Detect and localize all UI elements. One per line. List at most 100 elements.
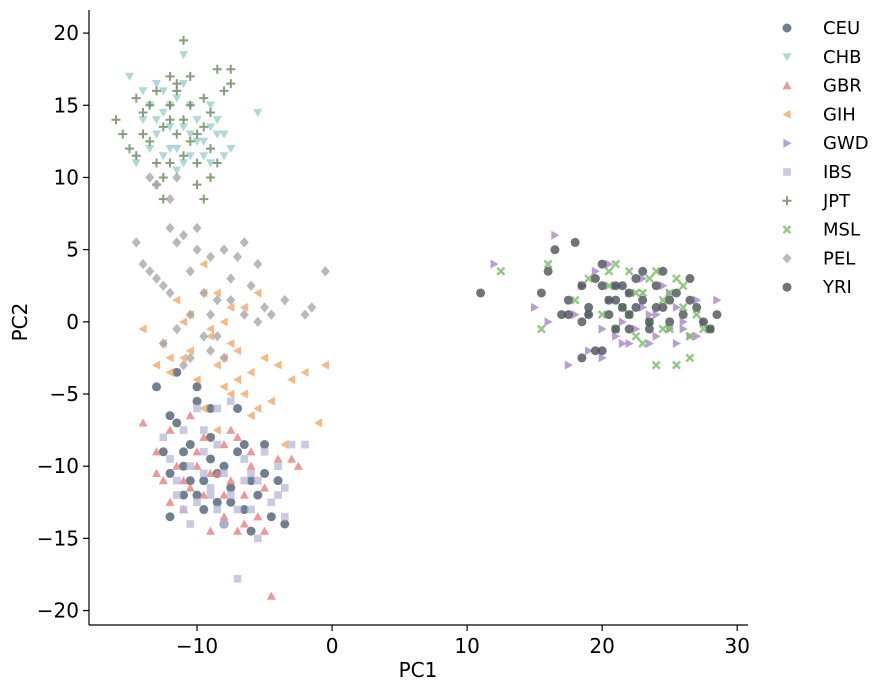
data-point	[226, 273, 236, 284]
data-point	[185, 309, 195, 320]
data-point	[273, 476, 283, 486]
data-point	[226, 302, 235, 312]
data-point	[240, 455, 249, 463]
data-point	[672, 338, 681, 348]
data-point	[179, 476, 189, 485]
data-point	[273, 454, 283, 463]
data-point	[476, 288, 486, 298]
data-point	[145, 100, 155, 110]
series-gih	[138, 259, 329, 450]
data-point	[199, 287, 209, 299]
data-point	[172, 94, 182, 103]
data-point	[246, 526, 256, 536]
data-point	[226, 295, 236, 306]
data-point	[658, 302, 668, 312]
data-point	[185, 71, 195, 81]
data-point	[199, 432, 209, 441]
data-point	[671, 274, 681, 283]
data-point	[206, 324, 215, 334]
data-point	[145, 144, 155, 154]
data-point	[266, 309, 276, 320]
data-point	[219, 352, 229, 364]
series-gbr	[138, 411, 303, 600]
data-point	[658, 324, 668, 334]
data-point	[172, 323, 182, 335]
data-point	[166, 455, 174, 463]
x-tick-label: 20	[589, 634, 614, 658]
data-point	[260, 468, 270, 478]
legend-item-gih: GIH	[782, 104, 856, 125]
data-point	[611, 259, 621, 269]
data-point	[192, 158, 202, 168]
data-point	[185, 411, 195, 420]
x-tick-label: 0	[326, 634, 339, 658]
data-point	[226, 483, 236, 493]
data-point	[679, 317, 688, 327]
data-point	[212, 425, 221, 435]
data-point	[206, 432, 216, 442]
data-point	[320, 360, 329, 370]
data-point	[206, 144, 216, 154]
data-point	[253, 512, 263, 521]
data-point	[253, 288, 262, 298]
legend-label: GWD	[823, 133, 869, 154]
data-point	[226, 144, 236, 154]
data-point	[219, 86, 229, 96]
data-point	[212, 64, 222, 74]
data-point	[685, 274, 695, 284]
data-point	[625, 338, 634, 348]
data-point	[165, 367, 174, 377]
legend-marker	[782, 253, 792, 264]
data-point	[219, 152, 229, 161]
legend-item-ibs: IBS	[783, 162, 852, 183]
data-point	[206, 403, 216, 413]
data-point	[125, 72, 135, 81]
data-point	[192, 382, 202, 392]
data-point	[652, 331, 661, 341]
data-point	[638, 288, 648, 298]
data-point	[165, 144, 175, 154]
data-point	[206, 331, 215, 341]
data-point	[713, 295, 722, 305]
data-point	[165, 71, 175, 81]
legend-item-ceu: CEU	[782, 18, 860, 39]
data-point	[233, 447, 243, 457]
data-point	[158, 172, 168, 182]
data-point	[199, 505, 209, 515]
data-point	[611, 295, 621, 305]
data-point	[665, 317, 675, 327]
data-point	[165, 287, 175, 299]
data-point	[314, 418, 323, 428]
data-point	[665, 288, 675, 298]
data-point	[273, 360, 282, 370]
y-tick-label: −5	[50, 382, 79, 406]
data-point	[247, 469, 255, 478]
data-point	[179, 115, 189, 125]
y-tick-label: 0	[66, 310, 79, 334]
data-point	[192, 116, 202, 125]
data-point	[597, 310, 607, 320]
data-point	[165, 468, 175, 478]
data-point	[172, 295, 181, 305]
data-point	[280, 519, 290, 529]
data-point	[185, 440, 195, 450]
data-point	[260, 447, 269, 456]
data-point	[604, 281, 614, 291]
data-point	[631, 274, 641, 284]
data-point	[260, 353, 269, 363]
data-point	[644, 324, 654, 334]
data-point	[617, 302, 627, 312]
data-point	[253, 490, 263, 500]
data-point	[233, 432, 243, 441]
data-point	[152, 130, 162, 139]
data-point	[212, 468, 222, 478]
data-point	[692, 310, 702, 320]
data-point	[490, 259, 499, 269]
data-point	[584, 310, 594, 320]
data-point	[239, 389, 248, 399]
data-point	[192, 447, 202, 456]
data-point	[604, 310, 614, 320]
data-point	[158, 87, 168, 96]
data-point	[693, 295, 702, 305]
